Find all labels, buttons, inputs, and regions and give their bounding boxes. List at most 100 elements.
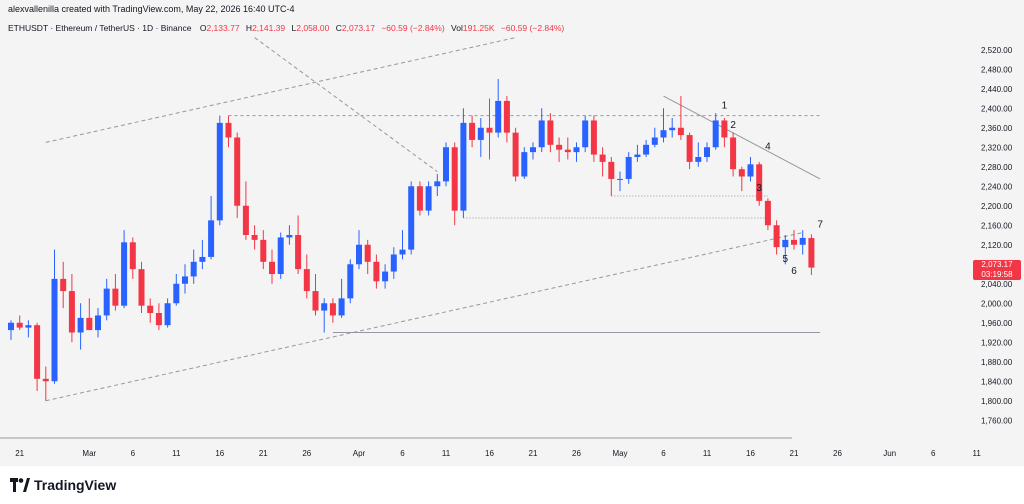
candle[interactable] xyxy=(129,237,136,279)
candle[interactable] xyxy=(590,115,597,162)
candle[interactable] xyxy=(791,230,797,250)
candle[interactable] xyxy=(103,278,110,321)
candle[interactable] xyxy=(564,137,571,160)
candle[interactable] xyxy=(303,254,310,299)
candle[interactable] xyxy=(295,215,302,275)
candle[interactable] xyxy=(121,230,128,309)
candle[interactable] xyxy=(521,147,528,179)
candle[interactable] xyxy=(669,118,676,138)
candle[interactable] xyxy=(704,142,710,162)
candle[interactable] xyxy=(651,127,658,148)
candle[interactable] xyxy=(512,127,519,182)
candle[interactable] xyxy=(695,142,702,167)
candle[interactable] xyxy=(8,320,14,340)
candle[interactable] xyxy=(434,174,441,196)
candle[interactable] xyxy=(416,181,423,216)
candle[interactable] xyxy=(721,118,728,148)
candle[interactable] xyxy=(77,303,84,350)
candle[interactable] xyxy=(16,315,23,331)
candle-series[interactable] xyxy=(8,79,815,401)
candle[interactable] xyxy=(677,96,684,140)
candle[interactable] xyxy=(208,196,215,260)
candle[interactable] xyxy=(764,198,771,231)
candle[interactable] xyxy=(390,247,397,279)
candle[interactable] xyxy=(608,157,615,196)
candle[interactable] xyxy=(51,249,58,384)
candle[interactable] xyxy=(538,108,545,153)
candle[interactable] xyxy=(155,303,162,331)
candle[interactable] xyxy=(234,132,241,218)
candle[interactable] xyxy=(773,220,780,255)
candle[interactable] xyxy=(86,298,93,331)
candle[interactable] xyxy=(495,79,502,138)
descending-trend-line[interactable] xyxy=(663,95,821,180)
candle[interactable] xyxy=(408,181,415,255)
candle[interactable] xyxy=(747,157,754,182)
candle[interactable] xyxy=(364,239,371,274)
candle[interactable] xyxy=(634,144,641,162)
candle[interactable] xyxy=(199,239,206,270)
candle[interactable] xyxy=(60,261,67,309)
candle[interactable] xyxy=(338,278,345,318)
candle[interactable] xyxy=(382,264,389,289)
candle[interactable] xyxy=(451,142,458,226)
candle[interactable] xyxy=(138,261,145,313)
candle[interactable] xyxy=(329,298,336,323)
candle[interactable] xyxy=(321,298,328,333)
candle[interactable] xyxy=(356,230,362,270)
candle[interactable] xyxy=(503,96,510,143)
candle[interactable] xyxy=(347,259,354,304)
candle[interactable] xyxy=(251,225,258,250)
candle[interactable] xyxy=(242,181,249,240)
candle[interactable] xyxy=(712,113,719,150)
candle[interactable] xyxy=(182,264,188,294)
candle[interactable] xyxy=(260,230,267,270)
candle[interactable] xyxy=(373,254,380,289)
candle[interactable] xyxy=(173,274,180,306)
candle[interactable] xyxy=(782,235,789,265)
candle[interactable] xyxy=(730,132,737,177)
candle[interactable] xyxy=(547,113,554,153)
candle[interactable] xyxy=(425,181,432,216)
diagonal-dashed-line[interactable] xyxy=(254,37,438,173)
candle[interactable] xyxy=(799,230,806,255)
candle[interactable] xyxy=(399,230,406,260)
candle[interactable] xyxy=(42,366,49,401)
candle[interactable] xyxy=(625,152,632,184)
candle[interactable] xyxy=(556,137,563,162)
candle[interactable] xyxy=(68,274,75,343)
upper-channel-line[interactable] xyxy=(45,37,516,143)
candle[interactable] xyxy=(756,161,763,206)
candle[interactable] xyxy=(164,298,171,328)
candle[interactable] xyxy=(573,142,580,162)
candle[interactable] xyxy=(216,115,223,226)
candle[interactable] xyxy=(738,166,745,192)
tradingview-logo[interactable]: TradingView xyxy=(10,476,116,494)
candle[interactable] xyxy=(95,308,101,338)
y-axis[interactable]: 1,760.00 1,800.00 1,840.00 1,880.00 1,920.00… xyxy=(981,46,1013,426)
candle[interactable] xyxy=(312,274,319,316)
candle[interactable] xyxy=(486,98,493,160)
candle[interactable] xyxy=(808,234,815,275)
candle[interactable] xyxy=(686,132,693,170)
candle[interactable] xyxy=(286,225,293,245)
candle[interactable] xyxy=(582,115,589,153)
candle[interactable] xyxy=(469,115,476,148)
candle[interactable] xyxy=(599,147,606,177)
candle[interactable] xyxy=(277,232,284,279)
lower-channel-line[interactable] xyxy=(45,232,803,402)
candle[interactable] xyxy=(530,142,536,160)
candle[interactable] xyxy=(34,322,41,391)
candle[interactable] xyxy=(112,274,119,311)
candle[interactable] xyxy=(25,320,32,338)
candle[interactable] xyxy=(643,139,650,157)
candle[interactable] xyxy=(477,118,484,157)
candle[interactable] xyxy=(147,298,154,323)
candle[interactable] xyxy=(443,142,449,187)
candle[interactable] xyxy=(225,115,232,148)
x-axis[interactable]: 21 Mar 6 11 16 21 26 Apr 6 11 16 21 26 May 6 11 16 21 26 Ju… xyxy=(15,449,981,458)
candle[interactable] xyxy=(617,171,623,192)
candle[interactable] xyxy=(269,249,275,284)
trend-drawings[interactable] xyxy=(45,37,821,402)
